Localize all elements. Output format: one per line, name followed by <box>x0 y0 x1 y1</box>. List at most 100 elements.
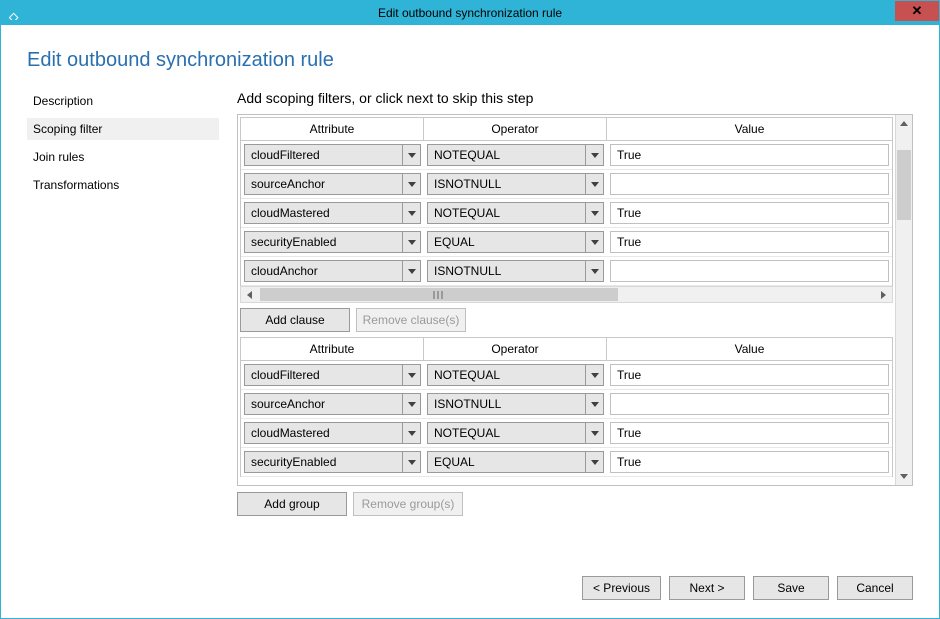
operator-combo[interactable]: ISNOTNULL <box>427 173 604 195</box>
filter-row: cloudMastered NOTEQUAL True <box>241 199 892 228</box>
value-input[interactable] <box>610 393 889 415</box>
chevron-down-icon[interactable] <box>402 452 420 472</box>
main-panel: Add scoping filters, or click next to sk… <box>237 90 913 600</box>
attribute-combo[interactable]: sourceAnchor <box>244 393 421 415</box>
chevron-down-icon[interactable] <box>585 261 603 281</box>
operator-combo-text: ISNOTNULL <box>428 261 585 281</box>
operator-combo[interactable]: EQUAL <box>427 451 604 473</box>
header-value: Value <box>607 118 892 141</box>
attribute-combo[interactable]: securityEnabled <box>244 451 421 473</box>
sidebar-item-description[interactable]: Description <box>27 90 219 112</box>
vscroll-thumb[interactable] <box>897 150 911 220</box>
value-input[interactable] <box>610 173 889 195</box>
filter-row: sourceAnchor ISNOTNULL <box>241 390 892 419</box>
operator-combo-text: NOTEQUAL <box>428 203 585 223</box>
value-input[interactable]: True <box>610 451 889 473</box>
sidebar-item-join-rules[interactable]: Join rules <box>27 146 219 168</box>
attribute-combo-text: sourceAnchor <box>245 174 402 194</box>
save-button[interactable]: Save <box>753 576 829 600</box>
remove-group-button[interactable]: Remove group(s) <box>353 492 463 516</box>
sidebar: Description Scoping filter Join rules Trans… <box>27 90 219 600</box>
operator-combo[interactable]: NOTEQUAL <box>427 422 604 444</box>
chevron-down-icon[interactable] <box>402 261 420 281</box>
value-input[interactable]: True <box>610 231 889 253</box>
chevron-down-icon[interactable] <box>402 174 420 194</box>
chevron-down-icon[interactable] <box>585 232 603 252</box>
attribute-combo[interactable]: cloudMastered <box>244 422 421 444</box>
attribute-combo[interactable]: securityEnabled <box>244 231 421 253</box>
operator-combo-text: NOTEQUAL <box>428 365 585 385</box>
horizontal-scrollbar[interactable] <box>240 286 893 303</box>
chevron-down-icon[interactable] <box>585 145 603 165</box>
scroll-content: Attribute Operator Value cloudFiltered N… <box>238 115 895 485</box>
chevron-down-icon[interactable] <box>402 423 420 443</box>
value-input[interactable]: True <box>610 202 889 224</box>
scroll-right-icon[interactable] <box>875 287 892 302</box>
scroll-left-icon[interactable] <box>241 287 258 302</box>
attribute-combo[interactable]: cloudFiltered <box>244 364 421 386</box>
filter-group: Attribute Operator Value cloudFiltered N… <box>240 337 893 477</box>
attribute-combo[interactable]: cloudAnchor <box>244 260 421 282</box>
step-title: Add scoping filters, or click next to sk… <box>237 90 913 106</box>
operator-combo-text: NOTEQUAL <box>428 145 585 165</box>
header-value: Value <box>607 338 892 361</box>
vertical-scrollbar[interactable] <box>895 115 912 485</box>
header-operator: Operator <box>424 338 607 361</box>
filter-row: cloudAnchor ISNOTNULL <box>241 257 892 286</box>
chevron-down-icon[interactable] <box>402 232 420 252</box>
vscroll-track[interactable] <box>896 132 912 468</box>
chevron-down-icon[interactable] <box>585 203 603 223</box>
attribute-combo-text: cloudFiltered <box>245 145 402 165</box>
chevron-down-icon[interactable] <box>402 365 420 385</box>
scroll-up-icon[interactable] <box>896 115 912 132</box>
cancel-button[interactable]: Cancel <box>837 576 913 600</box>
value-input[interactable]: True <box>610 364 889 386</box>
remove-clause-button[interactable]: Remove clause(s) <box>356 308 466 332</box>
chevron-down-icon[interactable] <box>402 394 420 414</box>
scroll-down-icon[interactable] <box>896 468 912 485</box>
operator-combo-text: ISNOTNULL <box>428 174 585 194</box>
chevron-down-icon[interactable] <box>585 423 603 443</box>
operator-combo-text: EQUAL <box>428 232 585 252</box>
sidebar-item-transformations[interactable]: Transformations <box>27 174 219 196</box>
hscroll-thumb[interactable] <box>260 288 618 301</box>
value-input[interactable]: True <box>610 144 889 166</box>
attribute-combo-text: sourceAnchor <box>245 394 402 414</box>
sidebar-item-scoping-filter[interactable]: Scoping filter <box>27 118 219 140</box>
operator-combo[interactable]: NOTEQUAL <box>427 364 604 386</box>
chevron-down-icon[interactable] <box>402 145 420 165</box>
previous-button[interactable]: < Previous <box>582 576 661 600</box>
value-input[interactable] <box>610 260 889 282</box>
operator-combo[interactable]: NOTEQUAL <box>427 144 604 166</box>
hscroll-track[interactable] <box>258 287 875 302</box>
filter-row: cloudFiltered NOTEQUAL True <box>241 141 892 170</box>
chevron-down-icon[interactable] <box>585 365 603 385</box>
add-clause-button[interactable]: Add clause <box>240 308 350 332</box>
operator-combo-text: EQUAL <box>428 452 585 472</box>
add-group-button[interactable]: Add group <box>237 492 347 516</box>
table-header: Attribute Operator Value <box>241 118 892 141</box>
header-operator: Operator <box>424 118 607 141</box>
chevron-down-icon[interactable] <box>585 394 603 414</box>
attribute-combo[interactable]: cloudMastered <box>244 202 421 224</box>
next-button[interactable]: Next > <box>669 576 745 600</box>
chevron-down-icon[interactable] <box>585 452 603 472</box>
filter-row: securityEnabled EQUAL True <box>241 228 892 257</box>
filter-scroll-area: Attribute Operator Value cloudFiltered N… <box>237 114 913 486</box>
operator-combo-text: ISNOTNULL <box>428 394 585 414</box>
filter-row: securityEnabled EQUAL True <box>241 448 892 477</box>
titlebar[interactable]: Edit outbound synchronization rule ✕ <box>1 1 939 25</box>
header-attribute: Attribute <box>241 118 424 141</box>
value-input[interactable]: True <box>610 422 889 444</box>
header-attribute: Attribute <box>241 338 424 361</box>
chevron-down-icon[interactable] <box>402 203 420 223</box>
operator-combo[interactable]: ISNOTNULL <box>427 260 604 282</box>
attribute-combo[interactable]: sourceAnchor <box>244 173 421 195</box>
filter-row: cloudFiltered NOTEQUAL True <box>241 361 892 390</box>
operator-combo[interactable]: ISNOTNULL <box>427 393 604 415</box>
operator-combo[interactable]: NOTEQUAL <box>427 202 604 224</box>
chevron-down-icon[interactable] <box>585 174 603 194</box>
window-title: Edit outbound synchronization rule <box>1 6 939 20</box>
attribute-combo[interactable]: cloudFiltered <box>244 144 421 166</box>
operator-combo[interactable]: EQUAL <box>427 231 604 253</box>
